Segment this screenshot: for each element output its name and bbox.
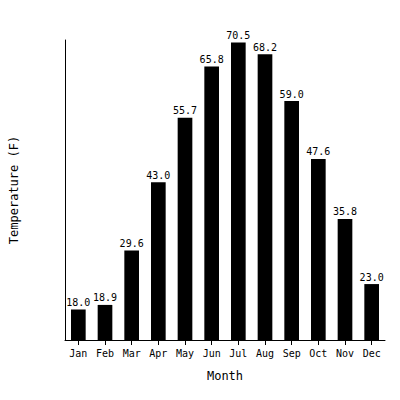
svg-text:43.0: 43.0: [146, 170, 170, 181]
svg-text:Apr: Apr: [149, 348, 167, 359]
svg-text:70.5: 70.5: [226, 30, 250, 41]
svg-text:23.0: 23.0: [360, 272, 384, 283]
svg-text:59.0: 59.0: [280, 89, 304, 100]
svg-text:Dec: Dec: [363, 348, 381, 359]
svg-text:Temperature (F): Temperature (F): [7, 136, 21, 244]
svg-text:47.6: 47.6: [306, 146, 330, 157]
svg-text:18.9: 18.9: [93, 292, 117, 303]
svg-text:Aug: Aug: [256, 348, 274, 359]
svg-text:Nov: Nov: [336, 348, 354, 359]
svg-text:Oct: Oct: [309, 348, 327, 359]
svg-text:65.8: 65.8: [200, 54, 224, 65]
svg-text:18.0: 18.0: [66, 297, 90, 308]
svg-text:Jan: Jan: [69, 348, 87, 359]
svg-text:68.2: 68.2: [253, 42, 277, 53]
svg-text:Feb: Feb: [96, 348, 114, 359]
svg-text:29.6: 29.6: [120, 238, 144, 249]
svg-text:55.7: 55.7: [173, 105, 197, 116]
svg-text:Jul: Jul: [229, 348, 247, 359]
svg-text:Mar: Mar: [123, 348, 141, 359]
svg-text:May: May: [176, 348, 194, 359]
svg-text:Jun: Jun: [203, 348, 221, 359]
svg-text:Month: Month: [207, 369, 243, 383]
svg-text:Sep: Sep: [283, 348, 301, 359]
svg-text:35.8: 35.8: [333, 206, 357, 217]
